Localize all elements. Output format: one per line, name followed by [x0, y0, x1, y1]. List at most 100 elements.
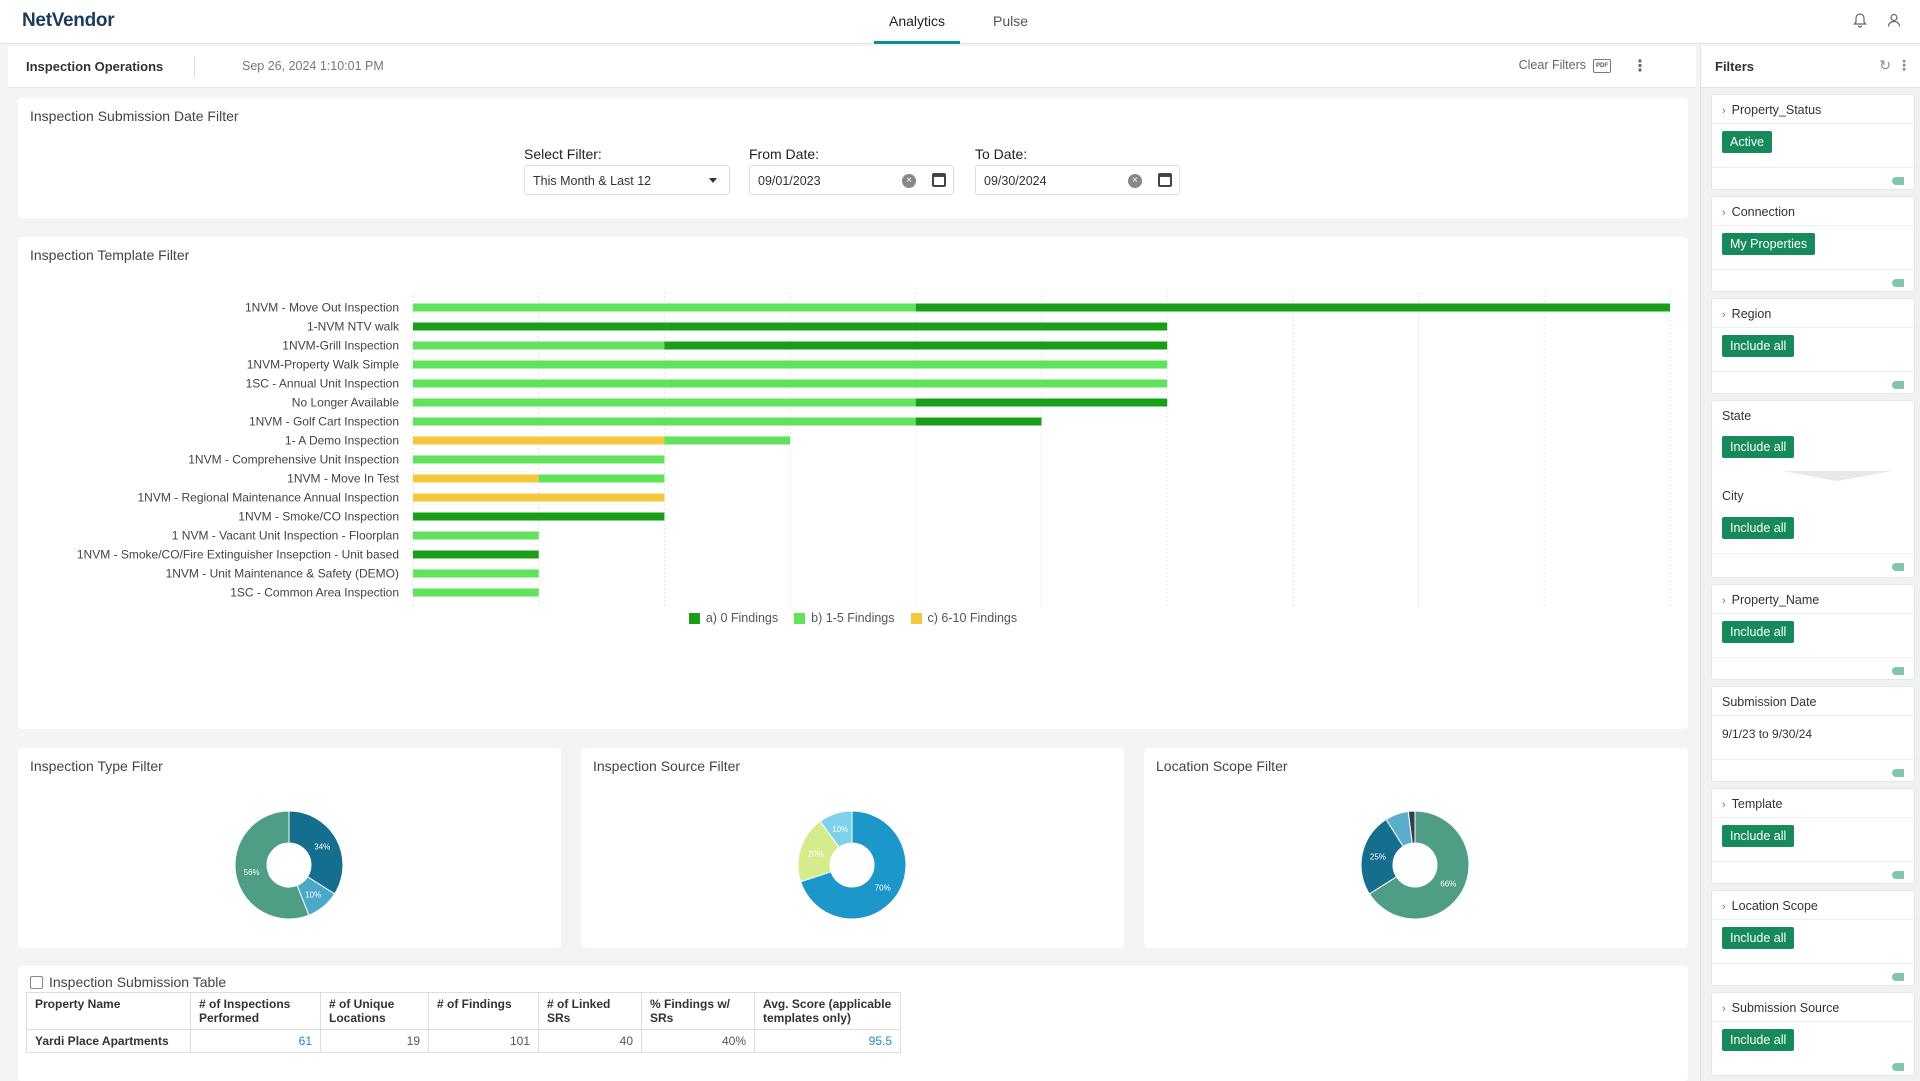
filter-chip[interactable]: My Properties [1722, 233, 1816, 255]
filter-header[interactable]: › Property_Status [1722, 103, 1822, 117]
y-tick-label[interactable]: 1 NVM - Vacant Unit Inspection - Floorpl… [172, 529, 399, 543]
column-header[interactable]: % Findings w/ SRs [641, 992, 755, 1030]
toggle-handle[interactable] [1892, 563, 1904, 571]
y-tick-label[interactable]: 1NVM - Golf Cart Inspection [249, 415, 399, 429]
toggle-handle[interactable] [1892, 177, 1904, 185]
bar-segment[interactable] [413, 303, 916, 312]
filter-header[interactable]: Submission Date [1722, 695, 1817, 709]
toggle-handle[interactable] [1892, 667, 1904, 675]
bar-segment[interactable] [413, 322, 1168, 331]
filter-header[interactable]: › Connection [1722, 205, 1795, 219]
filter-chip[interactable]: Include all [1722, 335, 1795, 357]
pie-slice[interactable] [819, 810, 853, 848]
toggle-handle[interactable] [1892, 769, 1904, 777]
bar-segment[interactable] [413, 455, 665, 464]
avg-score-cell[interactable]: 95.5 [754, 1029, 901, 1053]
bar-segment[interactable] [915, 303, 1670, 312]
column-header[interactable]: # of Unique Locations [320, 992, 429, 1030]
y-tick-label[interactable]: 1- A Demo Inspection [285, 434, 399, 448]
bar-segment[interactable] [413, 493, 665, 502]
column-header[interactable]: # of Linked SRs [538, 992, 642, 1030]
inspection-source-donut[interactable]: 70% 20% 10% [581, 748, 1124, 948]
inspections-performed-cell[interactable]: 61 [190, 1029, 321, 1053]
clear-icon[interactable]: × [1128, 174, 1142, 188]
y-tick-label[interactable]: 1SC - Common Area Inspection [230, 586, 399, 600]
bar-segment[interactable] [413, 341, 665, 350]
toggle-handle[interactable] [1892, 973, 1904, 981]
y-tick-label[interactable]: 1NVM-Grill Inspection [282, 339, 399, 353]
toggle-handle[interactable] [1892, 279, 1904, 287]
bar-segment[interactable] [413, 379, 1168, 388]
tab-analytics[interactable]: Analytics [874, 0, 961, 44]
y-tick-label[interactable]: 1NVM-Property Walk Simple [247, 358, 400, 372]
table-row[interactable]: Yardi Place Apartments 61 19 101 40 40% … [26, 1029, 901, 1053]
bar-segment[interactable] [413, 360, 1168, 369]
y-tick-label[interactable]: 1NVM - Smoke/CO Inspection [238, 510, 399, 524]
filter-header[interactable]: › Property_Name [1722, 593, 1820, 607]
filter-header[interactable]: › Template [1722, 797, 1783, 811]
bar-segment[interactable] [413, 550, 539, 559]
y-tick-label[interactable]: 1NVM - Smoke/CO/Fire Extinguisher Insepc… [77, 548, 399, 562]
bar-segment[interactable] [413, 531, 539, 540]
filter-value[interactable]: 9/1/23 to 9/30/24 [1722, 727, 1813, 741]
filter-header-state[interactable]: State [1722, 409, 1752, 423]
bar-segment[interactable] [413, 512, 665, 521]
bar-segment[interactable] [915, 398, 1168, 407]
toggle-handle[interactable] [1892, 871, 1904, 879]
filter-header[interactable]: › Submission Source [1722, 1001, 1840, 1015]
y-tick-label[interactable]: 1SC - Monthly Maintenance Shop Inspectio… [162, 605, 399, 608]
clear-icon[interactable]: × [902, 174, 916, 188]
reset-icon[interactable]: ↻ [1879, 57, 1891, 73]
pdf-icon[interactable]: PDF [1593, 59, 1611, 73]
filter-chip[interactable]: Include all [1722, 621, 1795, 643]
pie-slice[interactable] [1360, 818, 1404, 895]
filter-chip[interactable]: Active [1722, 131, 1773, 153]
filter-header[interactable]: › Region [1722, 307, 1772, 321]
y-tick-label[interactable]: 1NVM - Comprehensive Unit Inspection [188, 453, 399, 467]
y-tick-label[interactable]: 1NVM - Unit Maintenance & Safety (DEMO) [166, 567, 399, 581]
bar-segment[interactable] [413, 436, 665, 445]
column-header[interactable]: Avg. Score (applicable templates only) [754, 992, 901, 1030]
pie-slice[interactable] [1368, 810, 1470, 920]
inspection-type-donut[interactable]: 34% 10% 56% [18, 748, 561, 948]
clear-filters-button[interactable]: Clear Filters [1518, 58, 1586, 72]
y-tick-label[interactable]: No Longer Available [292, 396, 400, 410]
pie-slice[interactable] [288, 810, 344, 895]
filter-header-city[interactable]: City [1722, 489, 1744, 503]
tab-pulse[interactable]: Pulse [993, 13, 1029, 29]
column-header[interactable]: # of Inspections Performed [190, 992, 321, 1030]
bar-segment[interactable] [413, 417, 916, 426]
app-logo[interactable]: NetVendor [22, 10, 115, 31]
bar-segment[interactable] [538, 474, 665, 483]
from-date-field[interactable]: 09/01/2023 × [749, 165, 954, 195]
bar-segment[interactable] [664, 436, 791, 445]
legend-item[interactable]: c) 6-10 Findings [910, 611, 1017, 625]
to-date-field[interactable]: 09/30/2024 × [975, 165, 1180, 195]
select-filter-dropdown[interactable]: This Month & Last 12 [524, 165, 730, 195]
y-tick-label[interactable]: 1NVM - Move Out Inspection [245, 301, 399, 315]
legend-item[interactable]: b) 1-5 Findings [794, 611, 895, 625]
filter-chip[interactable]: Include all [1722, 517, 1795, 539]
filter-chip[interactable]: Include all [1722, 436, 1795, 458]
toggle-handle[interactable] [1892, 381, 1904, 389]
y-tick-label[interactable]: 1NVM - Regional Maintenance Annual Inspe… [138, 491, 400, 505]
bar-segment[interactable] [413, 474, 539, 483]
column-header[interactable]: # of Findings [428, 992, 539, 1030]
user-icon[interactable] [1886, 12, 1902, 33]
bar-segment[interactable] [915, 417, 1042, 426]
y-tick-label[interactable]: 1SC - Annual Unit Inspection [246, 377, 399, 391]
toggle-handle[interactable] [1892, 1063, 1904, 1071]
bar-segment[interactable] [664, 341, 1168, 350]
filter-chip[interactable]: Include all [1722, 927, 1795, 949]
bar-segment[interactable] [413, 398, 916, 407]
filter-chip[interactable]: Include all [1722, 825, 1795, 847]
calendar-icon[interactable] [1158, 173, 1172, 187]
more-options-icon[interactable]: ⋮ [1632, 58, 1648, 75]
filter-chip[interactable]: Include all [1722, 1029, 1795, 1051]
pie-slice[interactable] [800, 810, 907, 920]
column-header[interactable]: Property Name [26, 992, 191, 1030]
bell-icon[interactable] [1852, 12, 1868, 33]
location-scope-donut[interactable]: 66% 25% [1144, 748, 1688, 948]
bar-segment[interactable] [413, 588, 539, 597]
legend-item[interactable]: a) 0 Findings [688, 611, 778, 625]
